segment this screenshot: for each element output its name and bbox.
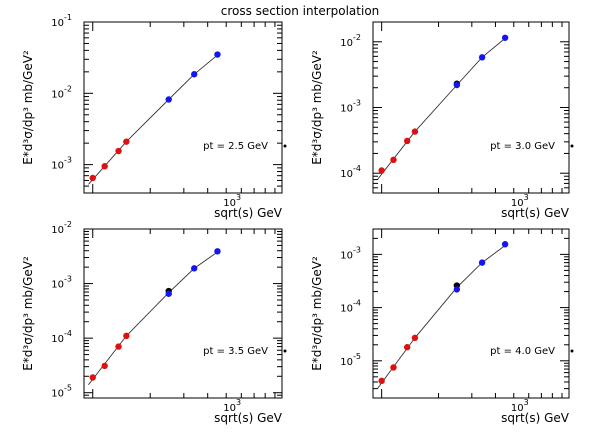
chart-panel-3: 103 10-5 10-4 10-3 10-2 sqrt(s) GeV E*d³σ/dp³ …	[21, 220, 287, 425]
data-point-red	[411, 334, 419, 342]
figure-title: cross section interpolation	[221, 4, 380, 18]
y-tick-label: 10-2	[51, 220, 72, 236]
y-tick-label: 10-4	[51, 329, 72, 345]
y-axis-label: E*d³σ/dp³ mb/GeV²	[21, 256, 35, 371]
x-axis-label: sqrt(s) GeV	[501, 206, 570, 220]
chart-panel-2: 103 10-4 10-3 10-2 sqrt(s) GeV E*d³σ/dp³ mb/G…	[310, 21, 574, 220]
data-point-red	[390, 156, 397, 164]
data-point-blue	[165, 290, 172, 297]
y-axis-label: E*d³σ/dp³ mb/GeV²	[310, 256, 324, 371]
data-point-blue	[191, 265, 198, 272]
edge-marker	[283, 144, 287, 148]
y-tick-label: 10-1	[51, 13, 72, 29]
y-ticks	[373, 21, 569, 194]
fit-line	[88, 52, 221, 185]
x-tick-label: 103	[511, 193, 529, 209]
data-point-blue	[453, 286, 461, 293]
pt-annotation: pt = 3.0 GeV	[490, 141, 555, 152]
data-point-red	[89, 174, 96, 182]
data-point-red	[115, 147, 122, 155]
plot-frame	[372, 228, 570, 399]
plot-frame	[83, 21, 283, 194]
pt-annotation: pt = 2.5 GeV	[203, 141, 268, 152]
x-axis-label: sqrt(s) GeV	[501, 411, 570, 425]
x-tick-label: 103	[223, 398, 241, 414]
edge-marker	[283, 349, 287, 353]
y-axis-label: E*d³σ/dp³ mb/GeV²	[21, 50, 35, 165]
data-point-red	[403, 137, 411, 145]
data-point-blue	[453, 81, 461, 89]
data-point-red	[89, 374, 96, 381]
x-axis-label: sqrt(s) GeV	[214, 411, 283, 425]
data-point-blue	[501, 241, 509, 248]
data-point-red	[123, 332, 130, 340]
chart-panel-1: 103 10-3 10-2 10-1 sqrt(s) GeV E*d³σ/dp³ mb/G…	[21, 13, 287, 220]
data-point-blue	[214, 248, 221, 255]
data-point-blue	[478, 259, 486, 266]
panels: 103 10-3 10-2 10-1 sqrt(s) GeV E*d³σ/dp³ mb/G…	[21, 13, 574, 425]
fit-line	[377, 35, 509, 180]
x-tick-label: 103	[223, 193, 241, 209]
y-tick-label: 10-3	[340, 245, 361, 261]
x-ticks	[83, 229, 276, 398]
data-point-red	[403, 344, 411, 351]
pt-annotation: pt = 3.5 GeV	[203, 346, 268, 357]
x-ticks	[372, 229, 563, 398]
y-tick-label: 10-5	[51, 384, 72, 400]
data-point-blue	[165, 96, 172, 103]
y-ticks	[84, 228, 282, 399]
data-point-blue	[191, 71, 198, 78]
data-point-blue	[501, 34, 509, 41]
y-tick-label: 10-2	[51, 84, 72, 100]
fit-line	[88, 249, 221, 385]
data-point-blue	[478, 54, 486, 61]
y-axis-label: E*d³σ/dp³ mb/GeV²	[310, 50, 324, 165]
y-tick-label: 10-2	[340, 33, 361, 49]
y-ticks	[84, 21, 282, 194]
x-ticks	[372, 22, 563, 193]
plot-frame	[372, 21, 570, 194]
data-point-red	[411, 128, 419, 135]
data-point-red	[115, 343, 122, 350]
data-point-red	[101, 163, 108, 170]
edge-marker	[570, 144, 574, 148]
y-tick-label: 10-4	[340, 164, 361, 180]
y-tick-label: 10-3	[340, 99, 361, 115]
x-ticks	[83, 22, 276, 193]
data-point-blue	[214, 51, 221, 58]
data-point-red	[378, 377, 385, 385]
data-point-red	[101, 362, 108, 370]
y-tick-label: 10-3	[51, 275, 72, 291]
y-ticks	[373, 228, 569, 399]
y-tick-label: 10-3	[51, 156, 72, 172]
fit-line	[377, 243, 509, 389]
data-point-red	[123, 138, 130, 145]
y-tick-label: 10-4	[340, 299, 361, 315]
plot-frame	[83, 228, 283, 399]
pt-annotation: pt = 4.0 GeV	[490, 346, 555, 357]
x-tick-label: 103	[511, 398, 529, 414]
data-point-red	[378, 167, 385, 174]
data-point-red	[390, 364, 397, 371]
chart-panel-4: 103 10-5 10-4 10-3 sqrt(s) GeV E*d³σ/dp³ mb/G…	[310, 228, 574, 425]
x-axis-label: sqrt(s) GeV	[214, 206, 283, 220]
y-tick-label: 10-5	[340, 352, 361, 368]
edge-marker	[570, 349, 574, 353]
